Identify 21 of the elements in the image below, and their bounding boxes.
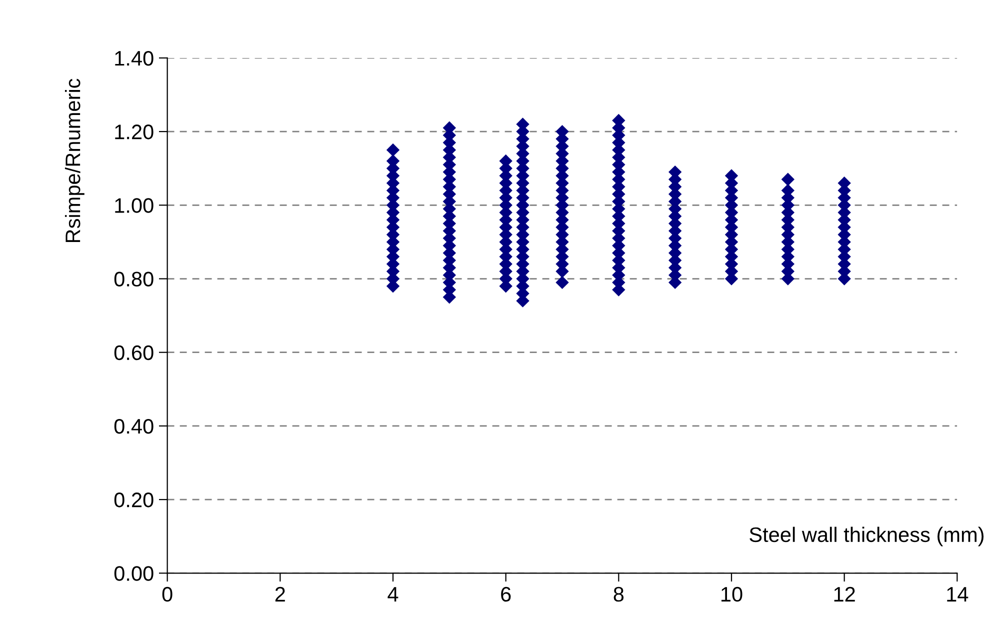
x-axis-title: Steel wall thickness (mm) bbox=[750, 526, 984, 546]
point bbox=[781, 172, 794, 186]
y-axis-title: Rsimpe/Rnumeric bbox=[64, 78, 84, 242]
x-tick-label: 10 bbox=[721, 586, 742, 602]
x-tick-label: 12 bbox=[834, 586, 855, 602]
y-tick-label: 0.80 bbox=[114, 272, 154, 287]
y-tick-label: 1.40 bbox=[115, 50, 154, 66]
x-tick-label: 0 bbox=[162, 586, 172, 602]
y-tick-label: 0.60 bbox=[114, 345, 154, 360]
point bbox=[556, 276, 569, 290]
y-tick-label: 1.00 bbox=[115, 198, 154, 213]
x-tick-label: 4 bbox=[388, 587, 398, 602]
y-tick-label: 0.40 bbox=[114, 418, 154, 434]
x-tick-label: 8 bbox=[614, 586, 624, 602]
y-tick-label: 0.20 bbox=[114, 492, 154, 508]
x-tick-label: 6 bbox=[501, 586, 511, 602]
x-tick-label: 14 bbox=[947, 587, 968, 602]
x-tick-label: 2 bbox=[275, 586, 285, 602]
y-tick-label: 1.20 bbox=[115, 124, 154, 140]
point bbox=[386, 143, 400, 157]
y-tick-label: 0.00 bbox=[114, 566, 154, 581]
